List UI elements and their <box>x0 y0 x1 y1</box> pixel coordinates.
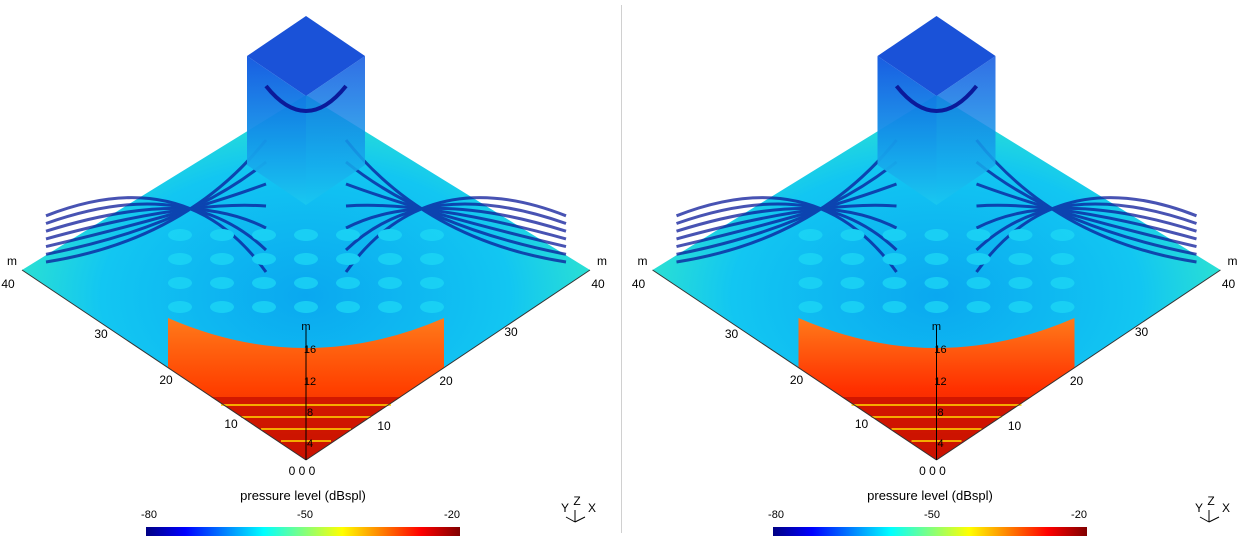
colorbar-min: -80 <box>768 509 784 521</box>
colorbar-mid: -50 <box>924 509 940 521</box>
z-tick-label: 8 <box>307 407 313 419</box>
colorbar-min: -80 <box>141 509 157 521</box>
colorbar-mid: -50 <box>297 509 313 521</box>
right-plot-panel: 10 20 30 40 10 20 30 40 0 0 0 m m m 4 8 12 16 pressure lev… <box>627 0 1254 537</box>
x-tick-label: 40 <box>1222 277 1236 291</box>
x-tick-label: 20 <box>439 374 453 388</box>
y-axis-unit: m <box>7 254 17 268</box>
orientation-z: Z <box>1207 494 1214 508</box>
x-axis-line <box>305 269 591 461</box>
tower-right-face <box>936 56 996 205</box>
x-axis-unit: m <box>597 254 607 268</box>
x-tick-label: 30 <box>1135 325 1149 339</box>
y-tick-label: 10 <box>855 417 869 431</box>
y-tick-label: 40 <box>632 277 646 291</box>
left-plot-panel: 10 20 30 40 10 20 30 40 0 0 0 m m m 4 8 12 16 pressure lev… <box>0 0 620 537</box>
z-tick-label: 12 <box>304 376 316 388</box>
tower-left-face <box>877 56 937 205</box>
z-tick-label: 4 <box>307 438 313 450</box>
colorbar-max: -20 <box>1071 509 1087 521</box>
x-axis-line <box>936 269 1221 461</box>
z-tick-label: 4 <box>937 438 943 450</box>
orientation-triad <box>1199 510 1220 523</box>
y-axis-line <box>21 269 307 461</box>
z-axis-unit: m <box>932 321 941 333</box>
orientation-y: Y <box>1195 501 1203 515</box>
origin-label: 0 <box>929 464 936 478</box>
y-tick-label: 20 <box>159 373 173 387</box>
colorbar-label: pressure level (dBspl) <box>240 488 366 503</box>
colorbar-max: -20 <box>444 509 460 521</box>
colorbar <box>773 527 1087 536</box>
z-tick-label: 12 <box>934 376 946 388</box>
x-axis-unit: m <box>1228 254 1238 268</box>
y-tick-label: 40 <box>1 277 15 291</box>
x-tick-label: 40 <box>591 277 605 291</box>
y-axis-line <box>652 269 937 461</box>
tower-node-line <box>264 84 348 113</box>
y-axis-unit: m <box>638 254 648 268</box>
panel-divider <box>621 5 622 533</box>
plot-svg: 10 20 30 40 10 20 30 40 0 0 0 m m m 4 8 12 16 pressure lev… <box>1 16 607 536</box>
x-tick-label: 10 <box>1008 419 1022 433</box>
z-tick-label: 16 <box>304 344 316 356</box>
orientation-x: X <box>588 501 596 515</box>
orientation-y: Y <box>561 501 569 515</box>
colorbar-label: pressure level (dBspl) <box>867 488 993 503</box>
z-axis-unit: m <box>301 321 310 333</box>
tower-right-face <box>306 56 365 205</box>
origin-label: 0 <box>309 464 316 478</box>
origin-label: 0 <box>289 464 296 478</box>
x-tick-label: 10 <box>377 419 391 433</box>
origin-label: 0 <box>919 464 926 478</box>
z-tick-label: 16 <box>934 344 946 356</box>
orientation-triad <box>565 510 586 523</box>
interference-pattern <box>45 139 567 313</box>
y-tick-label: 20 <box>790 373 804 387</box>
interference-pattern <box>675 139 1198 313</box>
y-tick-label: 30 <box>94 327 108 341</box>
colorbar <box>146 527 460 536</box>
x-tick-label: 30 <box>504 325 518 339</box>
orientation-x: X <box>1222 501 1230 515</box>
orientation-z: Z <box>573 494 580 508</box>
z-tick-label: 8 <box>937 407 943 419</box>
y-tick-label: 10 <box>224 417 238 431</box>
tower-node-line <box>894 84 979 113</box>
origin-label: 0 <box>939 464 946 478</box>
y-tick-label: 30 <box>725 327 739 341</box>
x-tick-label: 20 <box>1070 374 1084 388</box>
plot-svg: 10 20 30 40 10 20 30 40 0 0 0 m m m 4 8 12 16 pressure lev… <box>632 16 1238 536</box>
tower-left-face <box>247 56 306 205</box>
origin-label: 0 <box>299 464 306 478</box>
